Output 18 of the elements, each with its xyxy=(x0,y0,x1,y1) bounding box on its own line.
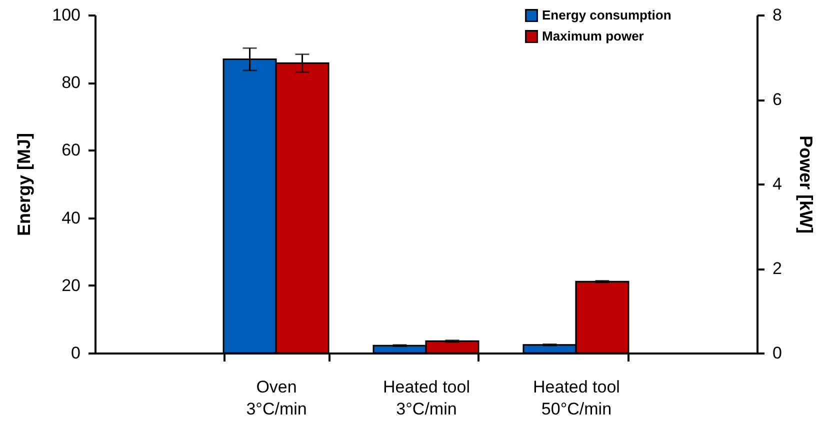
y-tick-label: 40 xyxy=(62,208,80,228)
x-tick-label: Heated tool 50°C/min xyxy=(533,378,620,418)
y-tick-label: 60 xyxy=(62,140,80,160)
y-tick-label: 80 xyxy=(62,73,80,92)
x-tick-label: Heated tool 3°C/min xyxy=(383,378,470,418)
y2-tick-label: 8 xyxy=(772,6,782,24)
y2-axis-title: Power [kW] xyxy=(796,135,816,234)
legend-label: Maximum power xyxy=(542,28,644,44)
y2-tick-label: 2 xyxy=(772,259,782,278)
y-tick-label: 100 xyxy=(52,6,80,24)
y-tick-label: 0 xyxy=(71,344,80,362)
y-axis-title: Energy [MJ] xyxy=(14,132,34,236)
x-tick-label: Oven 3°C/min xyxy=(246,378,307,418)
y2-tick-label: 4 xyxy=(772,174,782,194)
y-tick-label: 20 xyxy=(62,276,80,295)
y2-tick-label: 0 xyxy=(772,344,782,362)
legend-label: Energy consumption xyxy=(542,8,672,22)
y2-tick-label: 6 xyxy=(772,90,782,109)
